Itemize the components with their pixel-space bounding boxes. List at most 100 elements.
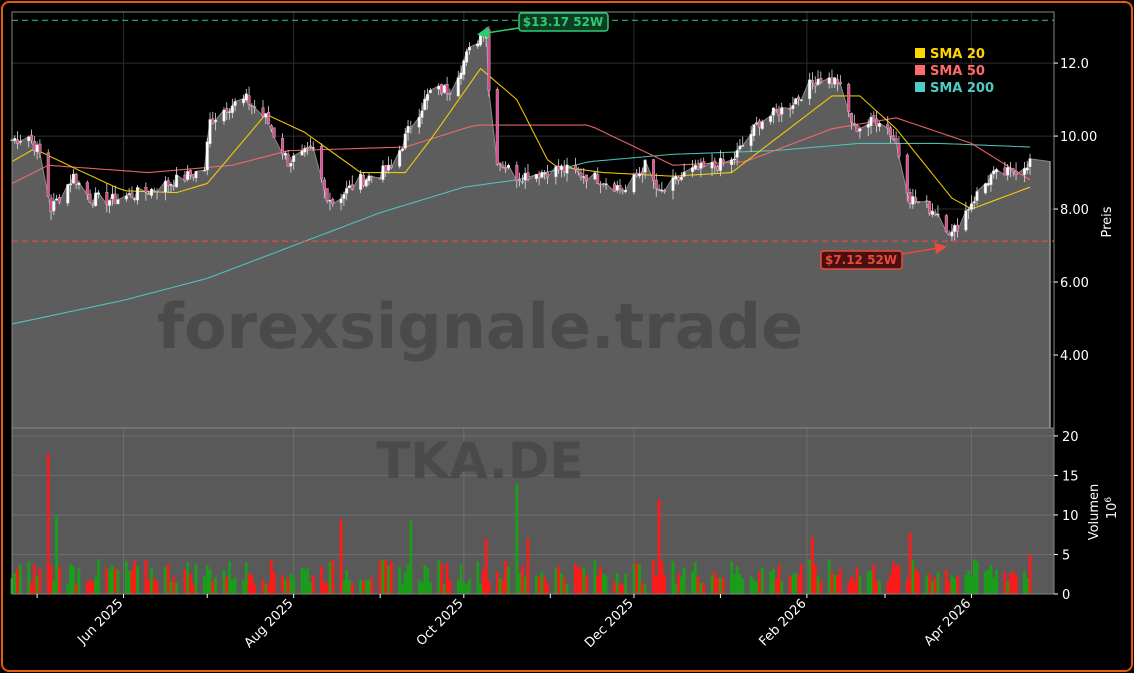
volume-bar — [891, 561, 895, 594]
candle-body — [55, 198, 59, 201]
candle-body — [152, 190, 156, 192]
volume-bar — [601, 573, 605, 594]
candle-body — [827, 77, 831, 84]
volume-bar — [836, 575, 839, 594]
candle-body — [794, 98, 798, 105]
candle-body — [264, 113, 268, 118]
candle-body — [292, 155, 296, 162]
candle-body — [1022, 168, 1026, 175]
volume-bar — [852, 580, 856, 594]
x-tick-label: Aug 2025 — [242, 596, 297, 651]
volume-bar — [378, 560, 382, 594]
volume-bar — [269, 559, 273, 594]
candle-body — [163, 180, 167, 193]
candle-body — [983, 183, 987, 194]
candle-body — [16, 139, 20, 144]
candle-body — [400, 148, 404, 151]
candle-body — [479, 34, 483, 46]
legend-sma20: SMA 20 — [930, 47, 985, 62]
volume-bar — [58, 566, 61, 594]
candle-body — [598, 183, 602, 186]
volume-bar — [1023, 571, 1026, 594]
candle-body — [442, 85, 446, 93]
volume-bar — [498, 577, 502, 594]
candle-body — [144, 187, 148, 193]
candle-body — [657, 188, 661, 191]
volume-bar — [758, 572, 761, 594]
candle-body — [797, 96, 801, 99]
candle-body — [467, 47, 471, 51]
volume-bar — [166, 563, 170, 594]
volume-bar — [543, 577, 547, 594]
candle-body — [975, 191, 979, 201]
volume-bar — [228, 561, 231, 594]
candle-body — [303, 148, 307, 153]
candle-body — [91, 203, 95, 206]
volume-bar — [403, 572, 407, 594]
volume-bar — [401, 583, 404, 594]
candle-body — [573, 165, 577, 170]
volume-bar — [560, 573, 563, 594]
volume-bar — [211, 581, 215, 594]
volume-bar — [1028, 554, 1032, 594]
candle-body — [108, 200, 112, 206]
volume-bar — [331, 560, 335, 594]
candles — [10, 26, 1032, 241]
legend-sma200: SMA 200 — [930, 81, 994, 96]
candle-body — [169, 184, 173, 186]
volume-bar — [501, 579, 505, 594]
candle-body — [481, 35, 485, 37]
volume-bar — [599, 566, 602, 594]
candle-body — [46, 152, 50, 197]
candle-body — [437, 85, 441, 90]
candle-body — [953, 225, 957, 232]
candle-body — [682, 171, 686, 177]
legend-swatch-sma200 — [915, 82, 925, 92]
candle-body — [1014, 170, 1018, 175]
candle-body — [127, 193, 131, 195]
volume-bar — [359, 579, 363, 594]
candle-body — [696, 165, 700, 170]
candle-body — [691, 167, 695, 172]
candle-body — [77, 182, 81, 186]
candle-body — [105, 191, 109, 205]
volume-bar — [85, 581, 89, 594]
candle-body — [545, 171, 549, 178]
candle-body — [88, 193, 92, 203]
legend-swatch-sma50 — [915, 65, 925, 75]
volume-bar — [769, 571, 773, 594]
candle-body — [426, 94, 430, 101]
candle-body — [328, 200, 332, 202]
volume-bar — [406, 563, 410, 594]
candle-body — [850, 112, 854, 123]
candle-body — [506, 165, 510, 168]
candle-body — [52, 201, 56, 212]
candle-body — [791, 105, 795, 109]
volume-bar — [671, 560, 675, 594]
candle-body — [916, 201, 920, 203]
volume-bar — [894, 566, 898, 594]
candle-body — [559, 165, 563, 170]
sma50-line — [11, 117, 1031, 184]
volume-bar — [819, 580, 823, 594]
volume-bar — [992, 576, 996, 594]
candle-body — [604, 183, 608, 185]
sma-lines — [11, 67, 1031, 325]
volume-bar — [886, 581, 890, 594]
candle-body — [757, 120, 761, 128]
candle-body — [241, 98, 245, 104]
candle-body — [808, 79, 812, 99]
volume-bar — [972, 559, 976, 594]
volume-bar — [481, 569, 485, 594]
candle-body — [398, 150, 402, 167]
volume-bar — [866, 571, 870, 594]
candle-body — [186, 171, 190, 180]
volume-bar — [16, 568, 19, 594]
candle-body — [621, 189, 625, 192]
volume-bar — [877, 580, 881, 594]
candle-body — [713, 160, 717, 167]
candle-body — [191, 174, 195, 178]
volume-bar — [205, 565, 209, 594]
candle-body — [359, 173, 363, 190]
